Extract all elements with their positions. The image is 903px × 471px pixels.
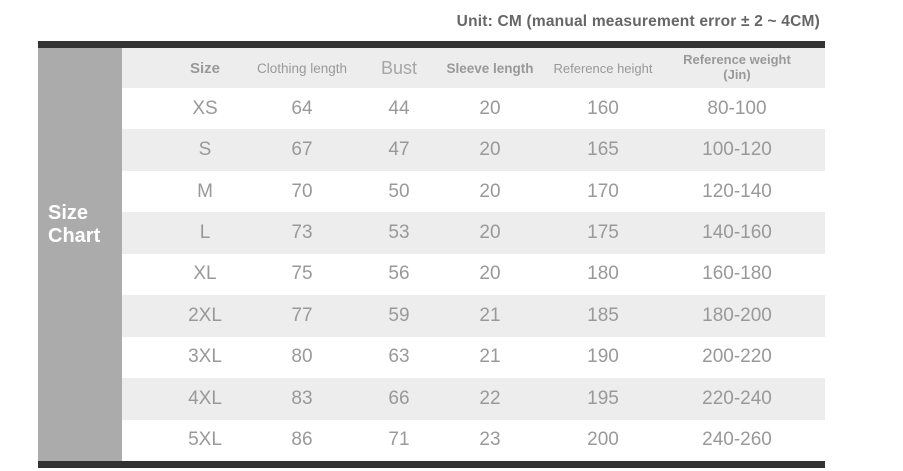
size-chart-body: Size Chart Size Clothing length Bust Sle…	[38, 48, 825, 461]
table-cell: 140-160	[702, 222, 772, 244]
table-cell: 47	[388, 139, 410, 161]
table-cell: 80	[291, 346, 313, 368]
table-cell: 23	[479, 429, 501, 451]
table-cell: 170	[587, 180, 619, 202]
table-body: XS 64 44 20 160 80-100 S 67 47 20 165 100-120 M 70 50 2…	[122, 88, 825, 461]
table-cell: 80-100	[707, 97, 767, 119]
table-row: S 67 47 20 165 100-120	[122, 129, 825, 171]
table-cell: 5XL	[188, 429, 222, 451]
table-cell: 180	[587, 263, 619, 285]
table-cell: L	[199, 222, 211, 244]
table-cell: 59	[388, 304, 410, 326]
table-cell: 77	[291, 304, 313, 326]
table-cell: 44	[388, 97, 410, 119]
table-row: 3XL 80 63 21 190 200-220	[122, 337, 825, 378]
table-cell: 64	[291, 97, 313, 119]
column-header-bust: Bust	[380, 57, 418, 78]
table-cell: 120-140	[702, 180, 772, 202]
size-chart-side-label: Size Chart	[38, 48, 122, 461]
table-cell: 22	[479, 387, 501, 409]
table-cell: 165	[587, 139, 619, 161]
table-cell: 4XL	[188, 387, 222, 409]
column-header-clothing-length: Clothing length	[256, 60, 348, 76]
table-cell: 71	[388, 429, 410, 451]
table-cell: 190	[587, 346, 619, 368]
table-cell: 3XL	[188, 346, 222, 368]
table-cell: 160-180	[702, 263, 772, 285]
table-row: M 70 50 20 170 120-140	[122, 171, 825, 212]
table-cell: XL	[193, 263, 217, 285]
table-cell: 56	[388, 263, 410, 285]
table-cell: 53	[388, 222, 410, 244]
table-row: XS 64 44 20 160 80-100	[122, 88, 825, 129]
table-cell: 20	[479, 139, 501, 161]
table-header-row: Size Clothing length Bust Sleeve length …	[122, 48, 825, 88]
table-cell: 100-120	[702, 139, 772, 161]
column-header-size: Size	[189, 59, 220, 77]
table-cell: XS	[192, 97, 218, 119]
table-cell: M	[197, 180, 213, 202]
unit-note: Unit: CM (manual measurement error ± 2 ~…	[456, 13, 820, 30]
size-chart-label-text: Size Chart	[48, 201, 101, 247]
column-header-sleeve-length: Sleeve length	[446, 60, 534, 76]
table-cell: 200	[587, 429, 619, 451]
table-row: 2XL 77 59 21 185 180-200	[122, 295, 825, 337]
table-cell: 73	[291, 222, 313, 244]
column-header-reference-weight: Reference weight (Jin)	[683, 52, 791, 82]
table-cell: 86	[291, 429, 313, 451]
table-cell: 240-260	[702, 429, 772, 451]
table-cell: 21	[479, 304, 501, 326]
table-row: XL 75 56 20 180 160-180	[122, 254, 825, 295]
table-cell: 185	[587, 304, 619, 326]
size-chart: Size Chart Size Clothing length Bust Sle…	[38, 41, 825, 468]
table-row: 5XL 86 71 23 200 240-260	[122, 420, 825, 461]
table-cell: 2XL	[188, 304, 222, 326]
column-header-reference-height: Reference height	[553, 60, 653, 76]
table-cell: 83	[291, 387, 313, 409]
table-cell: 67	[291, 139, 313, 161]
table-cell: 180-200	[702, 304, 772, 326]
table-cell: 70	[291, 180, 313, 202]
top-border-bar	[38, 41, 825, 48]
table-cell: 20	[479, 180, 501, 202]
table-cell: 75	[291, 263, 313, 285]
table-cell: S	[198, 139, 212, 161]
table-cell: 20	[479, 97, 501, 119]
bottom-border-bar	[38, 461, 825, 468]
table-cell: 175	[587, 222, 619, 244]
table-row: 4XL 83 66 22 195 220-240	[122, 378, 825, 420]
table-cell: 220-240	[702, 387, 772, 409]
table-cell: 20	[479, 222, 501, 244]
table-cell: 66	[388, 387, 410, 409]
table-cell: 50	[388, 180, 410, 202]
table-cell: 20	[479, 263, 501, 285]
table-cell: 200-220	[702, 346, 772, 368]
size-table: Size Clothing length Bust Sleeve length …	[122, 48, 825, 461]
table-cell: 63	[388, 346, 410, 368]
table-cell: 195	[587, 387, 619, 409]
table-cell: 21	[479, 346, 501, 368]
table-cell: 160	[587, 97, 619, 119]
table-row: L 73 53 20 175 140-160	[122, 212, 825, 254]
